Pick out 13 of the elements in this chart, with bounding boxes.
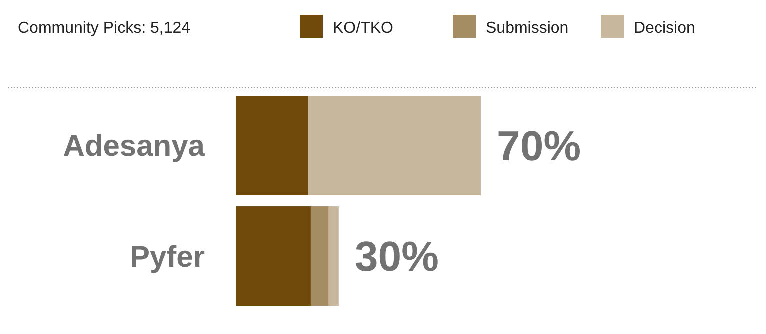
legend-label: Submission (486, 20, 569, 37)
y-tick-label: Adesanya (63, 130, 206, 164)
text: Community Picks: 5,124 (18, 20, 191, 37)
annotation: 30% (354, 232, 439, 280)
bar (236, 96, 308, 196)
legend-label: Decision (634, 20, 696, 37)
bar (236, 206, 311, 306)
bar (308, 96, 481, 196)
text: 70% (497, 122, 582, 170)
y-tick-label: Pyfer (130, 240, 206, 274)
bar (310, 206, 329, 306)
legend-label: KO/TKO (333, 20, 394, 37)
bar (328, 206, 339, 306)
